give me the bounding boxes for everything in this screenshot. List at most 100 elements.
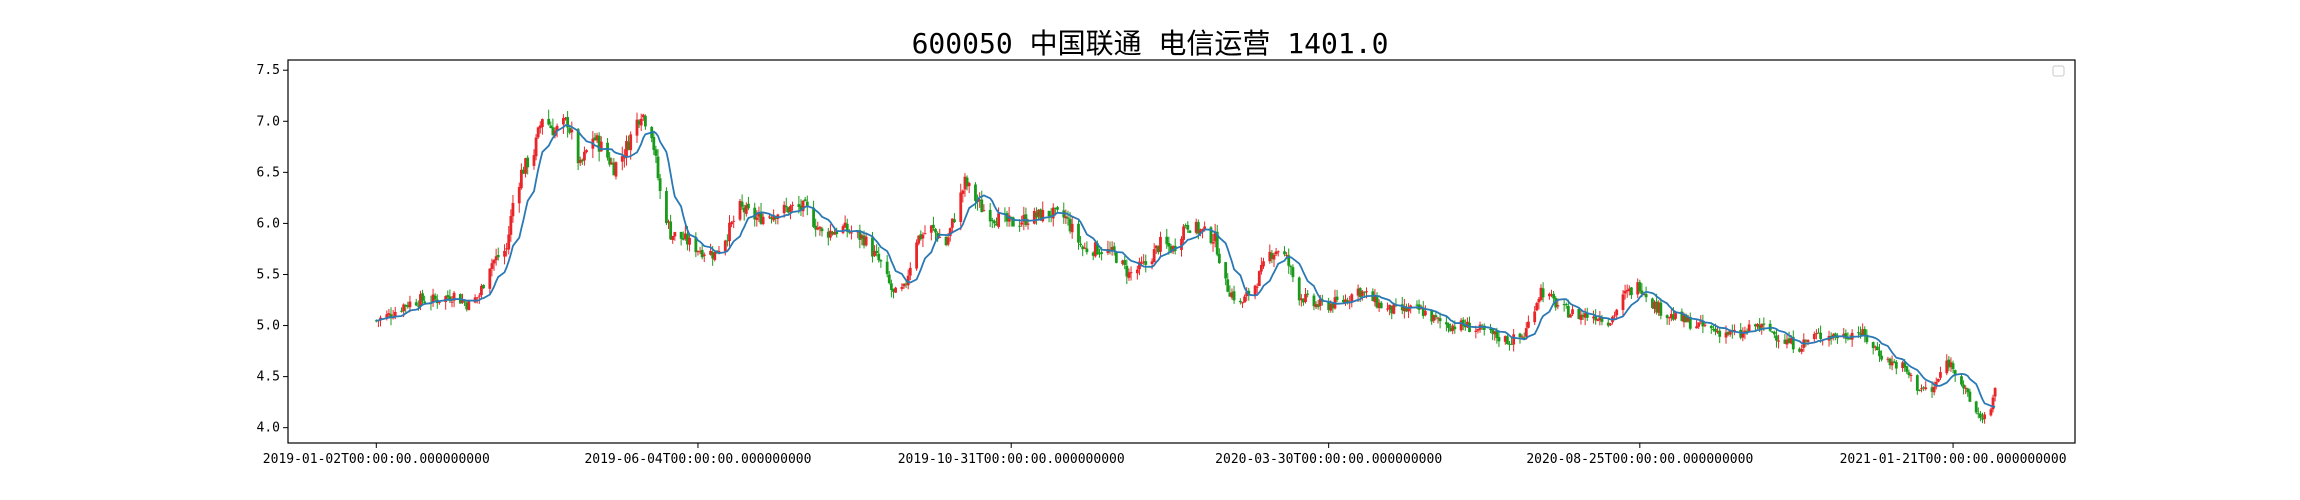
candle-body xyxy=(1314,304,1318,308)
candle-body xyxy=(831,231,834,235)
candle-body xyxy=(1129,272,1133,274)
candle-body xyxy=(1756,324,1759,327)
candle-body xyxy=(1657,302,1661,313)
candle-body xyxy=(610,162,614,165)
y-tick-label: 7.0 xyxy=(257,114,280,129)
candle-body xyxy=(747,203,750,209)
candle-body xyxy=(583,151,586,161)
candle-body xyxy=(1520,336,1524,338)
candle-body xyxy=(1037,209,1040,217)
candle-body xyxy=(389,314,393,318)
candle-body xyxy=(1230,292,1234,298)
candle-body xyxy=(1022,215,1026,222)
candle-body xyxy=(1583,313,1587,318)
candle-body xyxy=(1434,315,1438,318)
candle-body xyxy=(1655,301,1659,313)
candle-body xyxy=(1762,323,1766,325)
candle-body xyxy=(1184,225,1188,227)
candle-body xyxy=(614,162,618,177)
candle-body xyxy=(759,211,763,224)
candle-body xyxy=(1331,303,1335,309)
candle-body xyxy=(988,209,992,222)
candle-body xyxy=(688,237,691,245)
candle-body xyxy=(1688,316,1692,329)
candle-body xyxy=(667,221,670,223)
x-tick-label: 2019-01-02T00:00:00.000000000 xyxy=(263,452,490,467)
candle-body xyxy=(1863,328,1867,336)
candle-body xyxy=(1922,387,1926,389)
candle-body xyxy=(503,250,506,257)
candle-body xyxy=(1615,309,1619,316)
candle-body xyxy=(1209,227,1213,243)
candle-body xyxy=(1245,292,1249,297)
candle-body xyxy=(757,212,761,217)
candle-body xyxy=(1083,247,1087,249)
y-tick-label: 6.5 xyxy=(257,165,280,180)
candle-body xyxy=(1579,314,1583,320)
candle-body xyxy=(873,250,876,256)
candle-body xyxy=(1680,311,1684,321)
candle-body xyxy=(946,237,950,245)
candle-body xyxy=(1630,287,1633,296)
candle-body xyxy=(1020,222,1024,225)
candle-body xyxy=(875,250,879,253)
candle-body xyxy=(1096,243,1099,255)
candle-body xyxy=(799,205,803,210)
candle-body xyxy=(965,177,969,187)
candle-body xyxy=(465,302,469,310)
candle-body xyxy=(450,301,454,303)
candle-body xyxy=(507,234,511,250)
candle-body xyxy=(522,169,525,174)
candle-body xyxy=(1932,386,1936,393)
candle-body xyxy=(1356,288,1360,296)
candle-body xyxy=(1848,338,1852,340)
candle-body xyxy=(419,294,422,307)
candle-body xyxy=(1194,221,1198,233)
candle-body xyxy=(1447,323,1450,329)
candle-body xyxy=(555,125,559,131)
candle-body xyxy=(1936,378,1940,382)
candle-body xyxy=(1409,305,1413,308)
candle-body xyxy=(738,201,742,220)
candle-body xyxy=(1453,326,1457,330)
candle-body xyxy=(791,204,794,206)
candle-body xyxy=(595,135,599,141)
candle-body xyxy=(1363,292,1366,294)
candle-body xyxy=(416,305,420,307)
legend-box xyxy=(2052,65,2065,77)
candle-body xyxy=(475,297,479,299)
candle-body xyxy=(936,233,940,240)
candle-body xyxy=(1787,338,1791,344)
candle-body xyxy=(1098,253,1101,255)
candle-body xyxy=(1493,331,1497,335)
candle-body xyxy=(740,201,744,207)
y-tick-label: 4.0 xyxy=(257,421,280,436)
candle-body xyxy=(1304,294,1307,302)
candle-body xyxy=(978,199,982,201)
candle-body xyxy=(1857,332,1860,334)
x-tick-label: 2020-08-25T00:00:00.000000000 xyxy=(1526,452,1753,467)
candle-body xyxy=(1716,330,1719,333)
candle-body xyxy=(1423,311,1427,316)
candle-body xyxy=(1642,293,1646,295)
candle-body xyxy=(1451,325,1455,331)
candle-body xyxy=(1476,329,1480,331)
candle-body xyxy=(1215,231,1219,255)
candle-body xyxy=(1268,251,1272,262)
candle-body xyxy=(932,224,935,229)
candle-body xyxy=(1978,413,1982,418)
candle-body xyxy=(1537,298,1541,303)
candle-body xyxy=(1312,295,1316,307)
candle-body xyxy=(1638,282,1642,292)
candle-body xyxy=(990,219,994,221)
candle-body xyxy=(1039,209,1043,221)
candle-body xyxy=(669,221,673,240)
candle-body xyxy=(1392,304,1396,314)
candle-body xyxy=(423,301,427,304)
candle-body xyxy=(519,169,523,189)
candle-body xyxy=(1625,289,1629,292)
candle-body xyxy=(1714,328,1717,332)
candle-body xyxy=(400,310,403,312)
candle-body xyxy=(1608,323,1612,326)
candle-body xyxy=(915,242,919,269)
